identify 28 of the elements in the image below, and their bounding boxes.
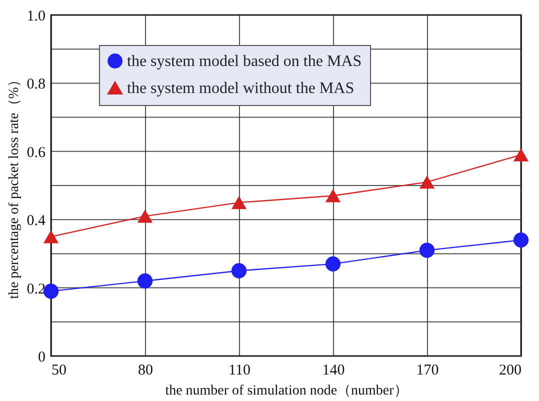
- x-axis-title: the number of simulation node（number）: [165, 384, 408, 398]
- x-tick-label: 110: [228, 362, 250, 378]
- y-tick-label: 0.2: [26, 281, 46, 298]
- y-tick-label: 0.8: [26, 76, 46, 93]
- x-tick-label: 50: [52, 362, 66, 378]
- point: [43, 284, 59, 299]
- legend-label: the system model without the MAS: [127, 80, 354, 97]
- legend-label: the system model based on the MAS: [127, 53, 362, 70]
- x-tick-label: 200: [499, 362, 522, 378]
- point: [43, 230, 59, 244]
- point: [419, 242, 435, 258]
- x-tick-label: 80: [138, 362, 153, 378]
- point: [513, 148, 529, 162]
- point: [231, 263, 247, 278]
- y-tick-label: 0.6: [26, 144, 46, 161]
- point: [137, 210, 153, 223]
- point: [325, 256, 341, 272]
- y-axis-title: the percentage of packet loss rate（%）: [6, 73, 22, 299]
- y-tick-label: 0: [38, 350, 46, 366]
- point: [513, 232, 529, 248]
- point: [231, 196, 247, 210]
- point: [325, 189, 341, 202]
- point: [419, 176, 435, 189]
- y-tick-label: 0.4: [26, 213, 46, 230]
- point: [137, 273, 153, 289]
- x-tick-label: 170: [416, 362, 439, 378]
- x-tick-label: 140: [322, 362, 345, 378]
- y-tick-label: 1.0: [26, 8, 46, 24]
